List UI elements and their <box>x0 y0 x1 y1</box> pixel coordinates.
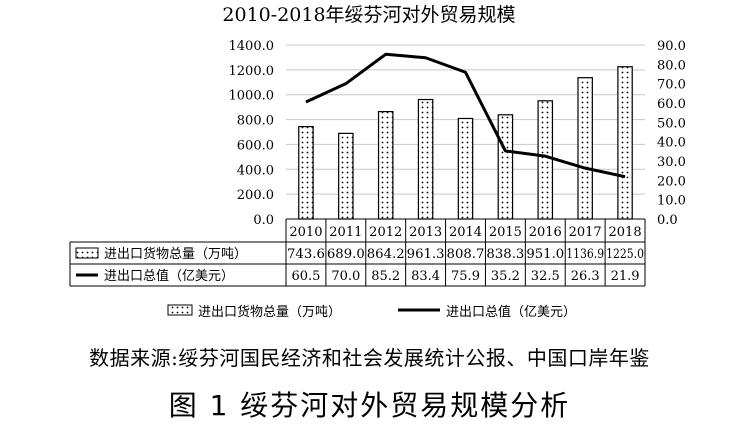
table-legend-swatch <box>75 247 99 259</box>
y-left-tick-label: 800.0 <box>237 114 274 129</box>
x-tick-label: 2015 <box>489 225 522 240</box>
table-row-label: 进出口总值（亿美元） <box>104 268 234 284</box>
right-axis: 0.0 10.0 20.0 30.0 40.0 50.0 60.0 70.0 80.0 90.0 <box>657 39 686 228</box>
data-label: 864.2 <box>367 247 405 262</box>
y-right-tick-label: 70.0 <box>657 78 686 93</box>
data-label: 951.0 <box>526 247 564 262</box>
x-tick-label: 2018 <box>609 225 642 240</box>
y-left-tick-label: 1200.0 <box>229 64 275 79</box>
chart: 2010-2018年绥芬河对外贸易规模 0.0 200.0 400.0 600.0 80… <box>69 4 686 320</box>
data-label: 743.6 <box>287 247 325 262</box>
x-tick-label: 2013 <box>409 225 442 240</box>
bar <box>417 98 434 220</box>
y-left-tick-label: 400.0 <box>237 163 274 178</box>
bar-series <box>298 66 633 220</box>
data-label: 35.2 <box>491 269 520 284</box>
y-right-tick-label: 10.0 <box>657 194 686 209</box>
y-left-tick-label: 200.0 <box>237 188 274 203</box>
y-right-tick-label: 90.0 <box>657 39 686 54</box>
data-label: 838.3 <box>486 247 524 262</box>
y-left-tick-label: 600.0 <box>237 138 274 153</box>
data-label: 689.0 <box>327 247 365 262</box>
y-right-tick-label: 0.0 <box>657 213 678 228</box>
y-right-tick-label: 30.0 <box>657 155 686 170</box>
x-tick-label: 2012 <box>369 225 402 240</box>
x-tick-label: 2011 <box>329 225 362 240</box>
y-right-tick-label: 20.0 <box>657 174 686 189</box>
source-note: 数据来源:绥芬河国民经济和社会发展统计公报、中国口岸年鉴 <box>89 346 650 370</box>
y-left-tick-label: 0.0 <box>253 213 274 228</box>
data-label: 60.5 <box>291 269 320 284</box>
bar <box>457 117 474 220</box>
legend: 进出口货物总量（万吨） 进出口总值（亿美元） <box>167 304 576 320</box>
bar <box>497 114 514 220</box>
x-tick-label: 2016 <box>529 225 562 240</box>
bar <box>617 66 633 220</box>
data-label: 21.9 <box>611 269 640 284</box>
table-row-label: 进出口货物总量（万吨） <box>104 246 247 262</box>
data-label: 70.0 <box>331 269 360 284</box>
data-label: 961.3 <box>407 247 445 262</box>
y-right-tick-label: 60.0 <box>657 97 686 112</box>
x-tick-label: 2010 <box>289 225 322 240</box>
bar <box>298 125 314 220</box>
data-label: 808.7 <box>447 247 485 262</box>
y-left-tick-label: 1400.0 <box>229 39 275 54</box>
x-tick-label: 2017 <box>569 225 602 240</box>
line-series <box>305 52 626 179</box>
bar <box>338 132 354 220</box>
legend-swatch <box>167 304 193 316</box>
bar <box>577 77 593 220</box>
bar <box>377 110 394 220</box>
legend-label: 进出口货物总量（万吨） <box>198 304 341 320</box>
y-left-tick-label: 1000.0 <box>229 89 275 104</box>
series-line <box>305 52 626 179</box>
y-right-tick-label: 80.0 <box>657 58 686 73</box>
y-right-tick-label: 40.0 <box>657 136 686 151</box>
left-axis: 0.0 200.0 400.0 600.0 800.0 1000.0 1200.0 1400.… <box>229 39 275 228</box>
legend-label: 进出口总值（亿美元） <box>446 304 576 320</box>
data-label: 83.4 <box>411 269 440 284</box>
chart-title: 2010-2018年绥芬河对外贸易规模 <box>222 4 515 26</box>
bar <box>537 100 554 220</box>
figure-caption: 图 1 绥芬河对外贸易规模分析 <box>168 389 571 422</box>
data-label: 85.2 <box>371 269 400 284</box>
x-tick-label: 2014 <box>449 225 482 240</box>
data-table: 2010 2011 2012 2013 2014 2015 2016 2017 2018 进出口货… <box>69 218 646 287</box>
data-label: 1136.9 <box>566 247 604 262</box>
data-label: 32.5 <box>531 269 560 284</box>
data-label: 1225.0 <box>606 247 644 262</box>
y-right-tick-label: 50.0 <box>657 116 686 131</box>
data-label: 75.9 <box>451 269 480 284</box>
data-label: 26.3 <box>571 269 600 284</box>
